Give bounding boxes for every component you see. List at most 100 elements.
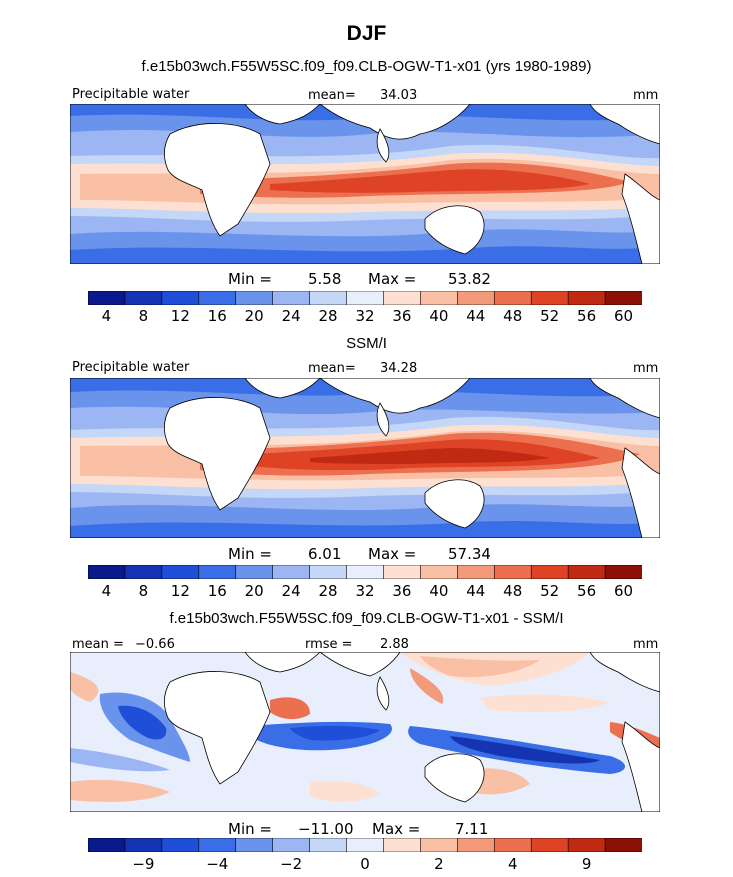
panel-1-mean-label: mean=: [308, 88, 356, 103]
colorbar-swatch: [420, 838, 459, 852]
panel-1-colorbar-ticks: 4 8 12 16 20 24 28 32 36 40 44 48 52 56 60: [88, 307, 642, 327]
colorbar-swatch: [272, 838, 311, 852]
colorbar-tick-label: 12: [170, 582, 190, 600]
colorbar-tick-label: 28: [318, 307, 338, 325]
panel-3-rmse-value: 2.88: [380, 637, 409, 652]
colorbar-tick-label: 16: [207, 307, 227, 325]
colorbar-swatch: [235, 291, 274, 305]
colorbar-swatch: [383, 565, 422, 579]
colorbar-swatch: [530, 291, 569, 305]
colorbar-swatch: [346, 838, 385, 852]
colorbar-tick-label: 52: [540, 307, 560, 325]
colorbar-tick-label: 8: [138, 307, 149, 325]
colorbar-tick-label: 44: [466, 582, 486, 600]
panel-2-variable-label: Precipitable water: [72, 360, 190, 375]
colorbar-swatch: [420, 291, 459, 305]
colorbar-tick-label: 9: [581, 855, 592, 873]
panel-3-mean-label: mean =: [72, 637, 124, 652]
colorbar-swatch: [604, 838, 642, 852]
panel-3-max-label: Max =: [372, 820, 421, 838]
colorbar-tick-label: 60: [613, 307, 634, 325]
panel-1-max-value: 53.82: [448, 270, 491, 288]
colorbar-swatch: [567, 838, 606, 852]
colorbar-tick-label: −9: [132, 855, 155, 873]
colorbar-swatch: [567, 291, 606, 305]
colorbar-swatch: [457, 838, 496, 852]
colorbar-swatch: [161, 838, 200, 852]
colorbar-tick-label: 24: [281, 582, 301, 600]
colorbar-swatch: [124, 565, 163, 579]
colorbar-tick-label: 8: [138, 582, 149, 600]
colorbar-swatch: [124, 291, 163, 305]
colorbar-tick-label: 40: [429, 582, 449, 600]
colorbar-tick-label: 2: [434, 855, 444, 873]
panel-3-mean-value: −0.66: [135, 637, 175, 652]
colorbar-tick-label: 4: [507, 855, 518, 873]
colorbar-swatch: [235, 838, 274, 852]
colorbar-tick-label: 56: [577, 307, 597, 325]
colorbar-swatch: [530, 565, 569, 579]
colorbar-tick-label: 36: [392, 582, 412, 600]
colorbar-swatch: [493, 565, 532, 579]
panel-2-min-value: 6.01: [308, 545, 342, 563]
colorbar-swatch: [493, 838, 532, 852]
colorbar-swatch: [235, 565, 274, 579]
colorbar-tick-label: 36: [392, 307, 412, 325]
panel-1-mean-value: 34.03: [380, 88, 418, 103]
colorbar-swatch: [309, 838, 348, 852]
panel-2-mean-value: 34.28: [380, 361, 418, 376]
colorbar-tick-label: 24: [281, 307, 301, 325]
colorbar-swatch: [88, 291, 126, 305]
colorbar-tick-label: 4: [101, 582, 112, 600]
panel-2-title: SSM/I: [346, 335, 387, 352]
figure-title: DJF: [346, 22, 387, 45]
colorbar-tick-label: 32: [355, 307, 375, 325]
colorbar-swatch: [346, 565, 385, 579]
colorbar-swatch: [420, 565, 459, 579]
colorbar-swatch: [493, 291, 532, 305]
colorbar-swatch: [198, 565, 237, 579]
panel-2-colorbar-ticks: 4 8 12 16 20 24 28 32 36 40 44 48 52 56 60: [88, 582, 642, 602]
panel-1-min-value: 5.58: [308, 270, 342, 288]
panel-3-min-value: −11.00: [298, 820, 354, 838]
panel-2-units: mm: [633, 361, 659, 376]
panel-1-max-label: Max =: [368, 270, 417, 288]
panel-1-colorbar: [88, 291, 642, 305]
panel-3-title: f.e15b03wch.F55W5SC.f09_f09.CLB-OGW-T1-x…: [169, 610, 564, 627]
colorbar-swatch: [198, 838, 237, 852]
panel-2-mean-label: mean=: [308, 361, 356, 376]
colorbar-tick-label: 52: [540, 582, 560, 600]
colorbar-swatch: [124, 838, 163, 852]
colorbar-swatch: [161, 565, 200, 579]
panel-1-min-label: Min =: [228, 270, 272, 288]
colorbar-swatch: [457, 291, 496, 305]
colorbar-swatch: [309, 565, 348, 579]
colorbar-swatch: [198, 291, 237, 305]
colorbar-tick-label: 48: [503, 307, 523, 325]
panel-2-map: [70, 378, 660, 538]
colorbar-swatch: [530, 838, 569, 852]
colorbar-tick-label: 0: [360, 855, 370, 873]
colorbar-swatch: [457, 565, 496, 579]
panel-1-title: f.e15b03wch.F55W5SC.f09_f09.CLB-OGW-T1-x…: [141, 58, 592, 75]
colorbar-swatch: [88, 838, 126, 852]
panel-3-rmse-label: rmse =: [305, 637, 353, 652]
panel-2-min-label: Min =: [228, 545, 272, 563]
colorbar-tick-label: 44: [466, 307, 486, 325]
panel-2-colorbar: [88, 565, 642, 579]
colorbar-tick-label: 12: [170, 307, 190, 325]
colorbar-swatch: [604, 565, 642, 579]
colorbar-tick-label: 56: [577, 582, 597, 600]
colorbar-tick-label: −4: [206, 855, 229, 873]
colorbar-swatch: [88, 565, 126, 579]
panel-3-units: mm: [633, 637, 659, 652]
panel-3-map: [70, 652, 660, 812]
colorbar-swatch: [346, 291, 385, 305]
colorbar-tick-label: 40: [429, 307, 449, 325]
colorbar-tick-label: −2: [280, 855, 303, 873]
colorbar-swatch: [272, 565, 311, 579]
panel-3-min-label: Min =: [228, 820, 272, 838]
colorbar-swatch: [383, 291, 422, 305]
colorbar-tick-label: 20: [244, 582, 264, 600]
panel-3-colorbar: [88, 838, 642, 852]
